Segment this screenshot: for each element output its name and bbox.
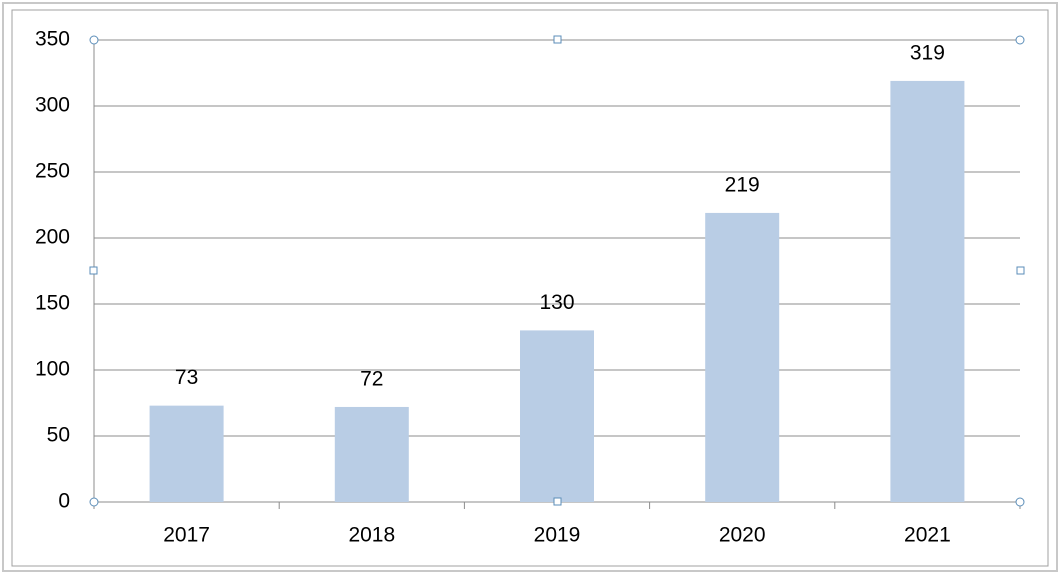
handle[interactable] <box>1015 497 1025 507</box>
y-tick-label: 150 <box>35 292 70 315</box>
y-tick-label: 350 <box>35 28 70 51</box>
bar <box>520 330 594 502</box>
y-tick-label: 250 <box>35 160 70 183</box>
y-tick-label: 50 <box>47 424 70 447</box>
selection-handles <box>89 35 1025 507</box>
handle[interactable] <box>553 497 562 506</box>
handle[interactable] <box>89 497 99 507</box>
frame-inner <box>11 9 1049 567</box>
y-tick-label: 200 <box>35 226 70 249</box>
handle[interactable] <box>89 35 99 45</box>
y-tick-label: 100 <box>35 358 70 381</box>
handle[interactable] <box>89 266 98 275</box>
bar <box>890 80 965 503</box>
x-tick-label: 2019 <box>534 524 581 547</box>
x-tick-label: 2021 <box>904 524 951 547</box>
y-tick-label: 300 <box>35 94 70 117</box>
data-label: 130 <box>539 291 574 314</box>
bar <box>149 405 224 502</box>
data-label: 319 <box>910 41 945 64</box>
handle[interactable] <box>553 35 562 44</box>
data-label: 219 <box>725 173 760 196</box>
x-tick-label: 2017 <box>163 524 210 547</box>
handle[interactable] <box>1015 35 1025 45</box>
data-label: 72 <box>360 368 383 391</box>
y-tick-label: 0 <box>58 490 70 513</box>
bar <box>334 406 409 502</box>
data-label: 73 <box>175 366 198 389</box>
x-tick-label: 2018 <box>348 524 395 547</box>
handle[interactable] <box>1016 266 1025 275</box>
x-tick-label: 2020 <box>719 524 766 547</box>
bar <box>705 212 780 503</box>
plot-area: 0 50 100 150 200 250 300 350 2017 73 2018 72 2019 130… <box>35 28 1021 547</box>
